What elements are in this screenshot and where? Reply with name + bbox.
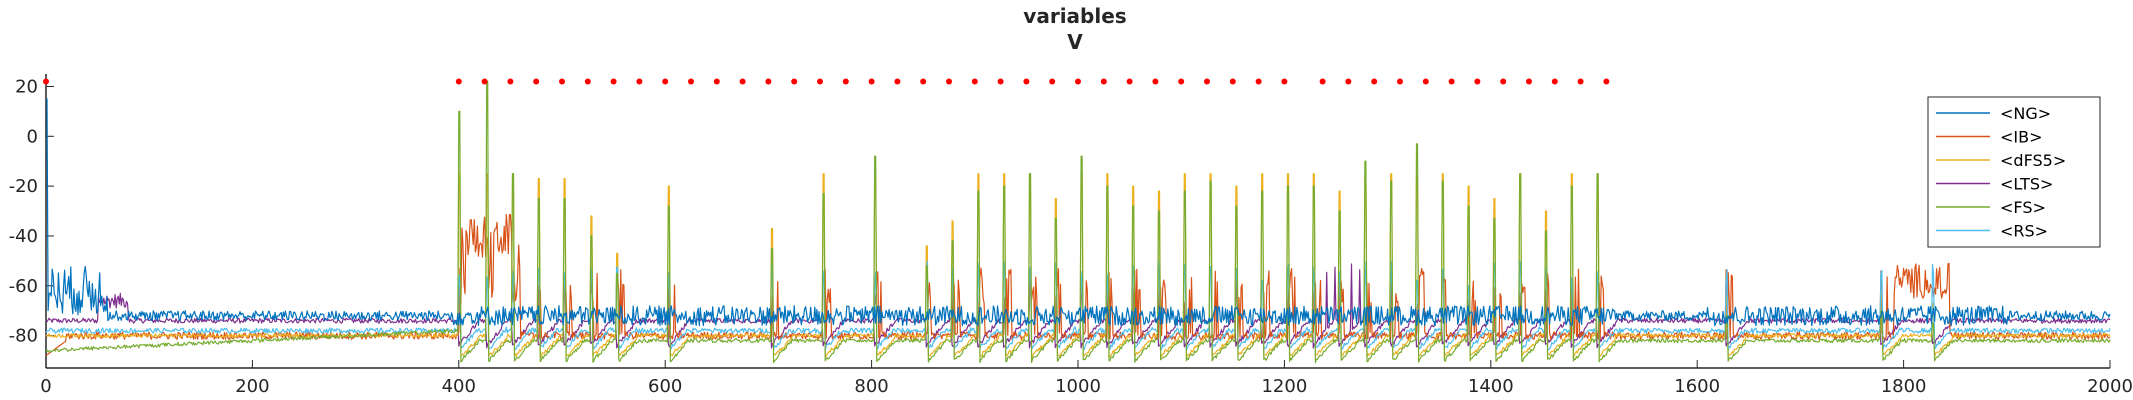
spike-marker (559, 78, 565, 85)
y-tick-label: -60 (9, 276, 38, 297)
axes: 0 200 400 600 800 1000 1200 1400 1600 1800 2000200… (9, 74, 2133, 397)
spike-marker (455, 78, 462, 85)
spike-marker (894, 78, 901, 85)
series-line (45, 173, 2111, 359)
spike-marker (791, 78, 798, 85)
y-tick-label: -20 (9, 176, 38, 197)
x-tick-label: 800 (854, 376, 888, 397)
series-line (45, 80, 2111, 364)
spike-markers (43, 78, 1610, 85)
spike-marker (43, 78, 49, 85)
legend: <NG> <IB> <dFS5> <LTS> <FS> <RS> (1927, 96, 2101, 248)
x-tick-label: 1200 (1261, 376, 1307, 397)
spike-marker (1100, 78, 1107, 85)
plot-area (45, 80, 2111, 364)
spike-marker (1178, 78, 1185, 85)
spike-marker (868, 78, 875, 85)
spike-marker (1525, 78, 1532, 85)
chart-title: variables (1023, 4, 1126, 28)
spike-marker (481, 78, 488, 85)
spike-marker (1345, 78, 1352, 85)
legend-label: <IB> (2000, 128, 2043, 147)
spike-marker (920, 78, 927, 85)
spike-marker (1075, 78, 1081, 85)
spike-marker (662, 78, 669, 85)
spike-marker (946, 78, 952, 85)
x-tick-label: 2000 (2087, 376, 2133, 397)
spike-marker (765, 78, 772, 85)
spike-marker (1204, 78, 1210, 85)
x-tick-label: 1400 (1468, 376, 1514, 397)
spike-marker (1396, 78, 1403, 85)
x-tick-label: 1800 (1881, 376, 1927, 397)
spike-marker (1577, 78, 1584, 85)
chart-subtitle: V (1067, 30, 1083, 54)
spike-marker (1049, 78, 1056, 85)
spike-marker (1229, 78, 1236, 85)
spike-marker (817, 78, 823, 85)
spike-marker (1422, 78, 1429, 85)
spike-marker (1152, 78, 1159, 85)
spike-marker (1448, 78, 1455, 85)
x-tick-label: 600 (648, 376, 682, 397)
y-tick-label: -40 (9, 226, 38, 247)
spike-marker (1603, 78, 1610, 85)
legend-box (1927, 96, 2101, 248)
spike-marker (584, 78, 591, 85)
spike-marker (842, 78, 849, 85)
series-line (45, 263, 2111, 349)
spike-marker (1474, 78, 1481, 85)
x-tick-label: 1600 (1674, 376, 1720, 397)
spike-marker (1023, 78, 1030, 85)
x-tick-label: 400 (442, 376, 476, 397)
y-tick-label: -80 (9, 326, 38, 347)
spike-marker (507, 78, 514, 85)
spike-marker (533, 78, 540, 85)
spike-marker (610, 78, 617, 85)
spike-marker (1319, 78, 1326, 85)
spike-marker (971, 78, 978, 85)
spike-marker (1255, 78, 1262, 85)
spike-marker (739, 78, 746, 85)
spike-marker (688, 78, 694, 85)
y-tick-label: 20 (15, 76, 38, 97)
series-line (45, 260, 2111, 352)
legend-label: <FS> (2000, 198, 2046, 217)
spike-marker (1126, 78, 1133, 85)
series-line (46, 98, 2111, 327)
legend-label: <NG> (2000, 104, 2051, 123)
spike-marker (1371, 78, 1378, 85)
legend-label: <RS> (2000, 222, 2048, 241)
legend-label: <LTS> (2000, 175, 2053, 194)
spike-marker (1281, 78, 1288, 85)
x-tick-label: 200 (235, 376, 269, 397)
spike-marker (1551, 78, 1558, 85)
spike-marker (1500, 78, 1507, 85)
legend-label: <dFS5> (2000, 151, 2066, 170)
spike-marker (636, 78, 643, 85)
y-tick-label: 0 (27, 126, 38, 147)
spike-marker (997, 78, 1004, 85)
x-tick-label: 0 (40, 376, 51, 397)
x-tick-label: 1000 (1055, 376, 1101, 397)
spike-marker (713, 78, 720, 85)
